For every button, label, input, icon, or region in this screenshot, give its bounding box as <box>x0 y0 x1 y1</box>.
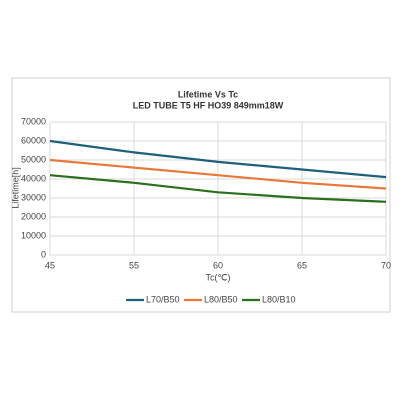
y-tick-label: 30000 <box>21 192 46 202</box>
series-line <box>49 139 387 179</box>
chart-title: Lifetime Vs Tc <box>178 89 238 99</box>
y-tick-label: 70000 <box>21 116 46 126</box>
series-line <box>49 174 387 203</box>
y-tick-label: 60000 <box>21 135 46 145</box>
y-tick-label: 20000 <box>21 211 46 221</box>
x-tick-label: 55 <box>129 260 139 270</box>
legend-label: L80/B50 <box>204 294 238 304</box>
x-tick-label: 65 <box>297 260 307 270</box>
y-tick-label: 0 <box>41 249 46 259</box>
y-tick-label: 50000 <box>21 154 46 164</box>
legend-label: L80/B10 <box>262 294 296 304</box>
x-axis-label: Tc(℃) <box>205 272 230 282</box>
y-axis-label: Lifetime[h] <box>10 167 20 209</box>
chart-subtitle: LED TUBE T5 HF HO39 849mm18W <box>133 100 284 110</box>
x-tick-label: 45 <box>45 260 55 270</box>
legend-label: L70/B50 <box>146 294 180 304</box>
y-tick-label: 40000 <box>21 173 46 183</box>
x-tick-label: 60 <box>213 260 223 270</box>
chart-frame <box>11 77 391 313</box>
series-line <box>49 158 387 190</box>
y-tick-label: 10000 <box>21 230 46 240</box>
x-tick-label: 70 <box>381 260 391 270</box>
